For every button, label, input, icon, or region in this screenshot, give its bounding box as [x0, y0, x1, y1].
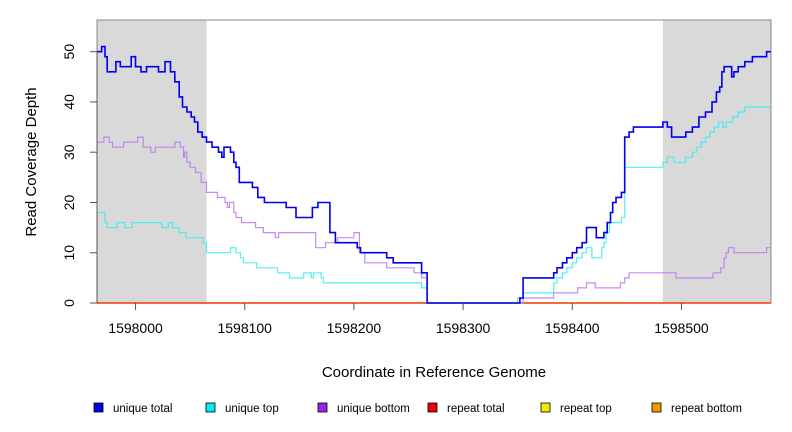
x-axis: 1598000 1598100 1598200 1598300 1598400 15985… [108, 303, 709, 336]
legend-label: repeat top [560, 403, 612, 415]
x-tick-label: 1598300 [436, 320, 491, 336]
legend-swatch [317, 402, 328, 413]
y-tick-label: 20 [61, 194, 77, 210]
legend-swatch [540, 402, 551, 413]
legend-item-repeat-bottom: repeat bottom [651, 402, 742, 415]
y-axis: 0 10 20 30 40 50 [61, 44, 98, 307]
shaded-region-0 [97, 20, 207, 303]
legend-swatch [205, 402, 216, 413]
legend-swatch [427, 402, 438, 413]
x-tick-label: 1598100 [217, 320, 272, 336]
x-tick-label: 1598200 [327, 320, 382, 336]
x-tick-label: 1598500 [654, 320, 709, 336]
legend-item-repeat-total: repeat total [427, 402, 505, 415]
legend-label: unique total [113, 403, 172, 415]
legend-item-unique-bottom: unique bottom [317, 402, 410, 415]
legend-swatch [651, 402, 662, 413]
series-lines [97, 45, 771, 304]
series-unique-total [97, 45, 771, 304]
legend-label: unique bottom [337, 403, 410, 415]
legend-label: unique top [225, 403, 279, 415]
y-tick-label: 40 [61, 94, 77, 110]
legend-label: repeat bottom [671, 403, 742, 415]
y-axis-title: Read Coverage Depth [23, 87, 40, 236]
legend: unique total unique top unique bottom repea… [93, 402, 742, 415]
y-tick-label: 30 [61, 144, 77, 160]
series-unique-top [97, 106, 771, 304]
legend-item-unique-total: unique total [93, 402, 172, 415]
x-axis-title: Coordinate in Reference Genome [322, 364, 546, 381]
legend-item-unique-top: unique top [205, 402, 279, 415]
legend-item-repeat-top: repeat top [540, 402, 612, 415]
legend-swatch [93, 402, 104, 413]
shaded-region-1 [662, 20, 771, 303]
y-tick-label: 0 [61, 299, 77, 307]
shaded-regions [97, 20, 771, 303]
x-tick-label: 1598400 [545, 320, 600, 336]
y-tick-label: 10 [61, 245, 77, 261]
x-tick-label: 1598000 [108, 320, 163, 336]
legend-label: repeat total [447, 403, 505, 415]
y-tick-label: 50 [61, 44, 77, 60]
series-unique-bottom [97, 136, 771, 304]
